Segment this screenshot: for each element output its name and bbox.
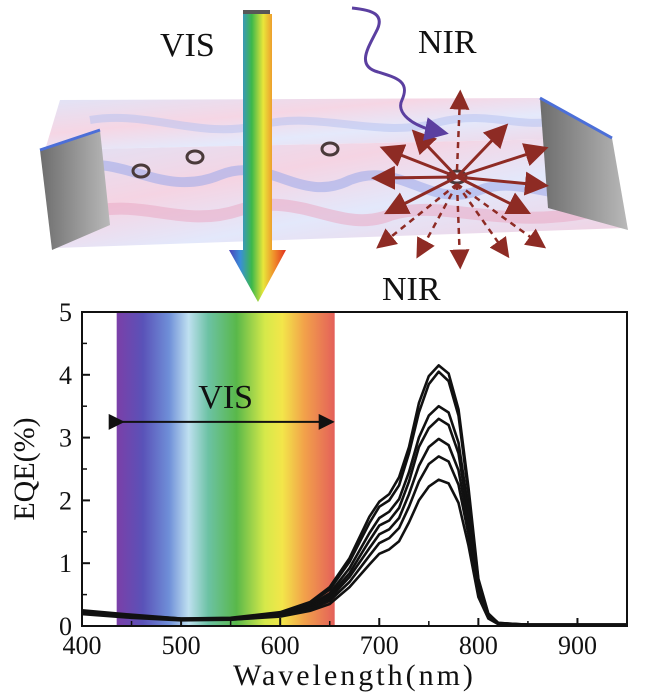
x-tick-label: 400 (63, 631, 102, 660)
film-texture (89, 113, 561, 134)
vis-band-label: VIS (198, 379, 253, 416)
luminophore-dot (185, 149, 205, 165)
y-axis-label: EQE(%) (8, 417, 41, 520)
nir-in-label: NIR (418, 24, 477, 61)
right-wall (540, 98, 628, 230)
left-wall (40, 130, 110, 250)
incoming-nir-arrow (351, 6, 449, 141)
luminophore-dot (131, 163, 151, 179)
y-tick-label: 5 (59, 298, 72, 327)
vis-spectrum-band (116, 313, 335, 625)
concentrator-illustration: VIS NIR NIR (39, 6, 628, 308)
x-axis-label: Wavelength(nm) (233, 659, 476, 692)
y-axis: 0 1 2 3 4 5 (59, 298, 90, 641)
y-tick-label: 4 (59, 361, 72, 390)
x-tick-label: 800 (459, 631, 498, 660)
film-texture (68, 160, 602, 200)
series-layer (81, 364, 627, 627)
emission-arrows (371, 123, 549, 215)
x-tick-label: 500 (162, 631, 201, 660)
eqe-chart: 400 500 600 700 800 900 0 1 2 3 4 5 VIS Wavelength… (8, 298, 628, 692)
x-axis: 400 500 600 700 800 900 (63, 618, 597, 660)
vis-spectrum-arrow (229, 10, 286, 302)
nir-out-label: NIR (382, 271, 441, 308)
y-tick-label: 0 (59, 612, 72, 641)
x-tick-label: 900 (558, 631, 597, 660)
vis-label: VIS (160, 27, 215, 64)
emission-arrows-dashed (376, 89, 547, 270)
eqe-series-7 (81, 478, 627, 627)
y-tick-label: 3 (59, 424, 72, 453)
luminophore-dot (320, 141, 340, 157)
x-tick-label: 600 (261, 631, 300, 660)
y-tick-label: 1 (59, 549, 72, 578)
y-tick-label: 2 (59, 486, 72, 515)
x-tick-label: 700 (360, 631, 399, 660)
